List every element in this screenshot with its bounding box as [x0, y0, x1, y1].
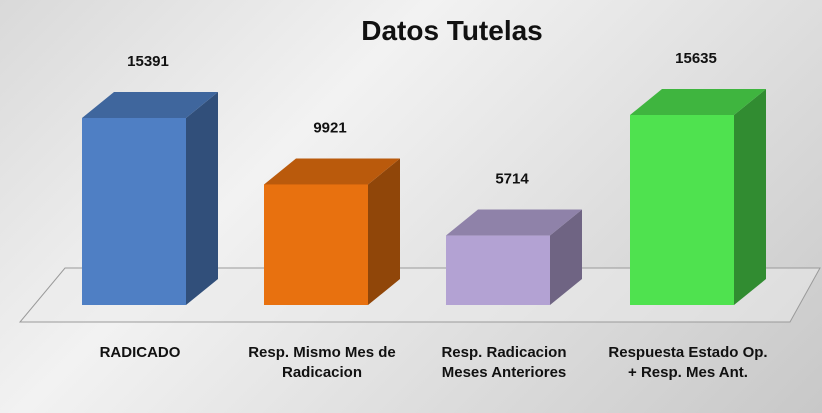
floor — [18, 267, 821, 323]
value-label: 5714 — [495, 171, 529, 188]
x-tick-label: Resp. Mismo Mes de Radicacion — [248, 344, 396, 381]
bar — [446, 235, 550, 305]
x-tick-label: Resp. Radicacion Meses Anteriores — [441, 344, 567, 381]
bar-side — [186, 91, 218, 305]
bar-top — [630, 89, 766, 115]
bar-top — [446, 209, 582, 236]
bar — [264, 184, 368, 305]
bar — [630, 115, 734, 305]
value-label: 9921 — [313, 119, 346, 136]
bar-side — [368, 158, 400, 305]
value-label: 15635 — [675, 50, 717, 67]
bar-side — [550, 209, 582, 305]
bar-top — [82, 91, 218, 118]
bar-side — [734, 89, 766, 305]
bar-top — [264, 158, 400, 185]
chart-title: Datos Tutelas — [361, 15, 543, 46]
bar — [82, 117, 186, 305]
x-tick-label: RADICADO — [99, 344, 181, 361]
x-tick-label: Respuesta Estado Op. + Resp. Mes Ant. — [608, 344, 768, 381]
value-label: 15391 — [127, 53, 169, 70]
